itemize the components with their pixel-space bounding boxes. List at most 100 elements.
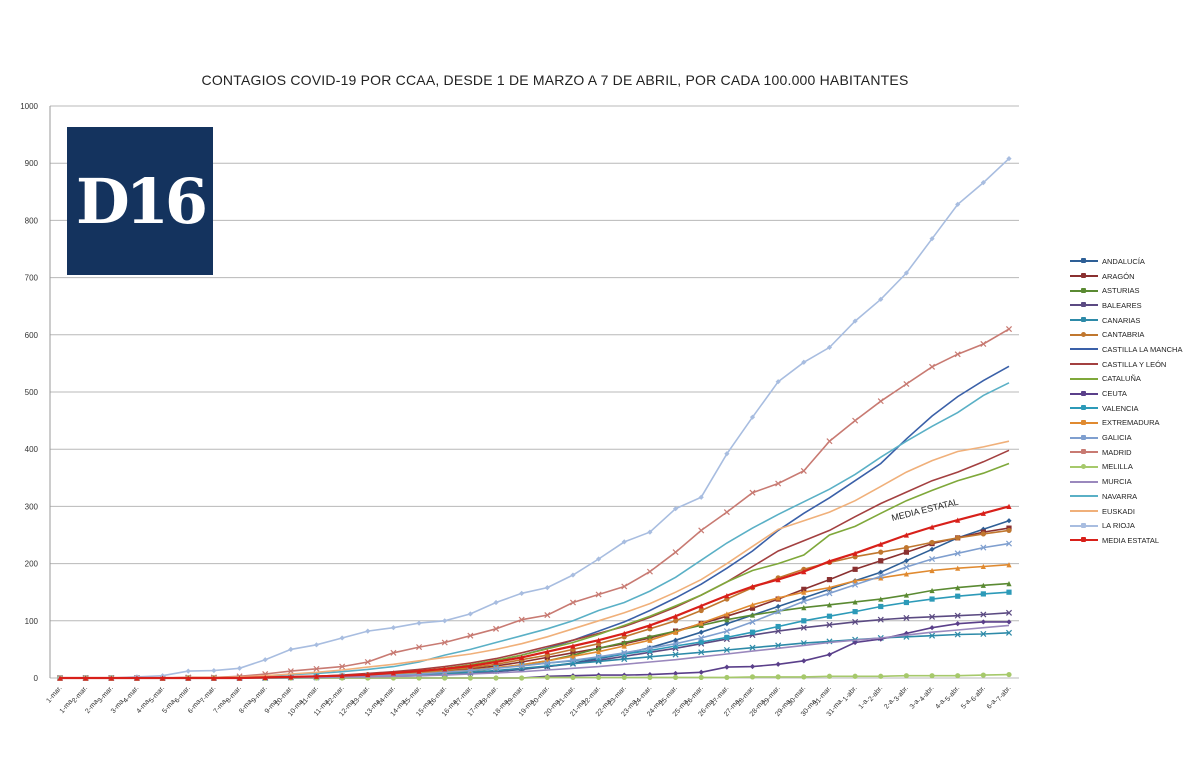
data-point bbox=[672, 670, 679, 677]
data-point bbox=[442, 618, 448, 624]
data-point bbox=[698, 629, 704, 635]
data-point bbox=[775, 595, 781, 601]
legend-item: EUSKADI bbox=[1070, 504, 1198, 519]
legend-swatch bbox=[1070, 434, 1098, 440]
data-point bbox=[596, 674, 602, 681]
data-point bbox=[903, 630, 910, 636]
x-tick-label-secondary: 5-ma. bbox=[161, 697, 178, 715]
data-point bbox=[929, 546, 935, 552]
data-point bbox=[852, 578, 858, 584]
data-point bbox=[672, 651, 679, 658]
data-point bbox=[698, 639, 704, 645]
data-point bbox=[826, 558, 833, 564]
x-tick-label-secondary: 10-ma. bbox=[287, 697, 306, 718]
legend-swatch bbox=[1070, 348, 1098, 351]
data-point bbox=[621, 649, 628, 656]
legend-label: ASTURIAS bbox=[1102, 286, 1140, 296]
legend-swatch bbox=[1070, 537, 1098, 543]
data-point bbox=[852, 618, 859, 625]
data-point bbox=[672, 618, 679, 624]
data-point bbox=[493, 599, 499, 606]
data-point bbox=[1006, 156, 1012, 162]
data-point bbox=[852, 318, 858, 324]
data-point bbox=[467, 675, 473, 681]
data-point bbox=[955, 585, 961, 591]
data-point bbox=[749, 489, 756, 496]
legend-label: EUSKADI bbox=[1102, 506, 1135, 516]
data-point bbox=[775, 661, 781, 667]
series-andaluc-a bbox=[57, 518, 1012, 681]
data-point bbox=[749, 644, 756, 651]
data-point bbox=[878, 673, 884, 679]
data-point bbox=[621, 674, 627, 681]
data-point bbox=[1006, 527, 1012, 534]
data-point bbox=[570, 643, 576, 649]
legend-swatch bbox=[1070, 463, 1098, 469]
series-line bbox=[60, 462, 1010, 679]
data-point bbox=[955, 593, 961, 599]
x-tick-label-secondary: 1-ma. bbox=[59, 697, 76, 715]
data-point bbox=[929, 363, 936, 370]
data-point bbox=[954, 550, 961, 557]
x-tick-label: 1-mar. bbox=[45, 685, 63, 705]
legend-item: MADRID bbox=[1070, 445, 1198, 460]
data-point bbox=[852, 550, 858, 556]
x-tick-label: 5-abr. bbox=[944, 685, 961, 703]
data-point bbox=[262, 674, 268, 681]
data-point bbox=[621, 639, 627, 646]
data-point bbox=[672, 506, 679, 512]
data-point bbox=[724, 664, 730, 670]
data-point bbox=[954, 631, 961, 638]
data-point bbox=[749, 583, 756, 590]
chart-legend: ANDALUCÍA ARAGÓN ASTURIAS BALEARES CANARIAS C… bbox=[1070, 254, 1198, 548]
data-point bbox=[134, 675, 140, 681]
data-point bbox=[954, 351, 961, 358]
series-cantabria bbox=[57, 527, 1012, 681]
data-point bbox=[723, 509, 730, 516]
data-point bbox=[826, 590, 833, 597]
y-tick-label: 100 bbox=[25, 617, 39, 626]
data-point bbox=[493, 625, 500, 632]
legend-label: CASTILLA Y LEÓN bbox=[1102, 359, 1167, 369]
data-point bbox=[288, 646, 294, 652]
data-point bbox=[852, 609, 858, 615]
data-point bbox=[903, 614, 910, 621]
data-point bbox=[980, 582, 986, 588]
legend-label: ANDALUCÍA bbox=[1102, 256, 1145, 266]
data-point bbox=[980, 510, 986, 516]
data-point bbox=[801, 658, 807, 664]
data-point bbox=[980, 563, 986, 570]
data-point bbox=[108, 675, 114, 681]
data-point bbox=[724, 634, 730, 640]
data-point bbox=[775, 480, 782, 487]
data-point bbox=[1005, 629, 1013, 636]
data-point bbox=[980, 672, 986, 678]
legend-label: MURCIA bbox=[1102, 477, 1132, 487]
data-point bbox=[672, 640, 679, 647]
data-point bbox=[749, 674, 756, 680]
data-point bbox=[339, 663, 346, 670]
data-point bbox=[390, 649, 397, 656]
data-point bbox=[852, 581, 859, 588]
legend-item: ARAGÓN bbox=[1070, 269, 1198, 284]
data-point bbox=[698, 674, 704, 681]
legend-item: MELILLA bbox=[1070, 460, 1198, 475]
data-point bbox=[775, 577, 781, 583]
data-point bbox=[313, 673, 320, 679]
data-point bbox=[724, 617, 730, 623]
data-point bbox=[544, 585, 550, 591]
data-point bbox=[878, 296, 884, 302]
legend-swatch bbox=[1070, 317, 1098, 323]
data-point bbox=[903, 673, 910, 679]
data-point bbox=[980, 619, 986, 625]
data-point bbox=[467, 632, 474, 639]
x-axis-ticks: 1-mar. 2-mar. 3-mar. 4-mar. 5-mar. 6-mar. 7-ma… bbox=[45, 685, 1012, 718]
legend-item: MURCIA bbox=[1070, 474, 1198, 489]
data-point bbox=[775, 623, 781, 630]
legend-item: CATALUÑA bbox=[1070, 372, 1198, 387]
data-point bbox=[749, 612, 756, 618]
legend-swatch bbox=[1070, 287, 1098, 293]
data-point bbox=[518, 616, 525, 623]
data-point bbox=[929, 539, 935, 546]
data-point bbox=[467, 667, 474, 674]
